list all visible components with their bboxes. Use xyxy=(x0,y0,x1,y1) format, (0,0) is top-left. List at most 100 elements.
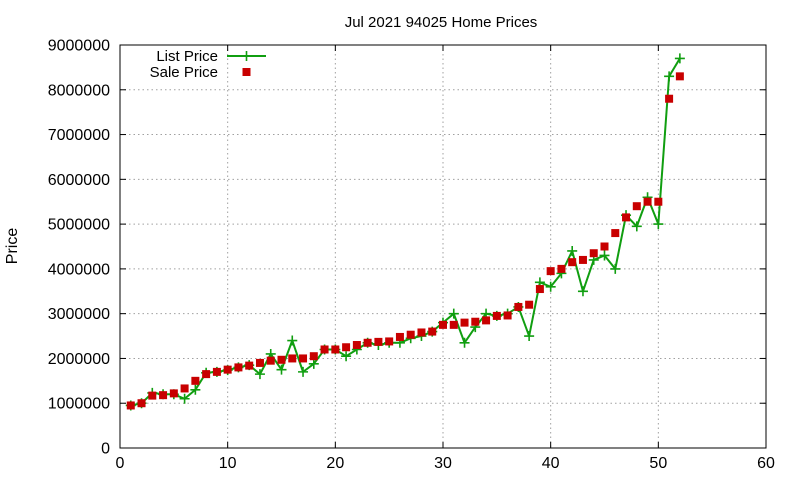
y-tick-label: 9000000 xyxy=(48,38,110,55)
data-point xyxy=(363,338,372,347)
series-list-price xyxy=(125,53,685,411)
data-point xyxy=(180,384,189,393)
data-point xyxy=(202,370,211,379)
data-point xyxy=(448,308,459,319)
data-point xyxy=(460,318,469,327)
data-point xyxy=(352,341,361,350)
x-tick-label: 10 xyxy=(219,455,237,472)
data-point xyxy=(308,358,319,369)
data-point xyxy=(622,213,631,222)
data-point xyxy=(169,389,178,398)
data-point xyxy=(287,335,298,346)
data-point xyxy=(254,369,265,380)
data-point xyxy=(320,345,329,354)
y-tick-label: 6000000 xyxy=(48,172,110,189)
data-point xyxy=(632,202,641,211)
x-tick-label: 60 xyxy=(757,455,775,472)
x-tick-label: 20 xyxy=(326,455,344,472)
data-point xyxy=(299,354,308,363)
y-tick-label: 8000000 xyxy=(48,82,110,99)
legend-swatch-marker xyxy=(242,68,251,76)
series-sale-price xyxy=(126,72,684,410)
data-point xyxy=(385,337,394,346)
y-tick-label: 5000000 xyxy=(48,217,110,234)
data-point xyxy=(589,249,598,258)
data-point xyxy=(492,311,501,320)
data-point xyxy=(600,242,609,251)
data-point xyxy=(395,332,404,341)
data-point xyxy=(159,391,168,400)
data-point xyxy=(675,72,684,81)
data-point xyxy=(524,331,535,342)
x-tick-label: 40 xyxy=(542,455,560,472)
data-point xyxy=(439,320,447,329)
data-point xyxy=(535,285,544,294)
data-point xyxy=(266,356,275,365)
y-tick-label: 7000000 xyxy=(48,127,110,144)
data-point xyxy=(568,258,577,267)
data-point xyxy=(234,363,243,372)
data-point xyxy=(341,351,352,362)
data-point xyxy=(653,219,664,230)
legend-swatch-marker xyxy=(241,51,252,61)
data-point xyxy=(611,229,620,238)
data-point xyxy=(245,361,254,370)
data-point xyxy=(459,337,470,348)
data-point xyxy=(212,367,221,376)
data-point xyxy=(567,245,578,256)
y-tick-label: 1000000 xyxy=(48,396,110,413)
data-point xyxy=(179,393,190,404)
data-point xyxy=(331,345,340,354)
x-tick-label: 30 xyxy=(434,455,452,472)
data-point xyxy=(557,264,566,273)
data-point xyxy=(276,364,287,375)
data-point xyxy=(298,366,309,377)
data-point xyxy=(255,358,264,367)
y-axis-label: Price xyxy=(4,228,21,265)
legend-label: Sale Price xyxy=(150,64,218,81)
data-point xyxy=(428,327,437,336)
data-point xyxy=(664,71,675,82)
chart-title: Jul 2021 94025 Home Prices xyxy=(345,14,538,31)
data-point xyxy=(126,401,135,410)
data-point xyxy=(471,317,480,326)
data-point xyxy=(545,281,556,292)
data-point xyxy=(309,352,318,361)
data-point xyxy=(449,320,458,329)
y-axis-ticks: 0 1000000 2000000 3000000 4000000 5000000 6000… xyxy=(48,38,766,458)
x-axis-ticks: 0 10 20 30 40 50 60 xyxy=(116,45,775,472)
y-tick-label: 4000000 xyxy=(48,261,110,278)
data-point xyxy=(674,53,685,64)
data-point xyxy=(417,328,426,337)
y-tick-label: 0 xyxy=(101,441,110,458)
data-point xyxy=(148,391,157,400)
series-layer xyxy=(125,53,685,411)
data-point xyxy=(288,354,297,363)
data-point xyxy=(406,330,415,339)
data-point xyxy=(223,365,232,374)
data-point xyxy=(342,343,351,352)
data-point xyxy=(190,384,201,395)
data-point xyxy=(482,316,491,325)
data-point xyxy=(643,197,652,206)
data-point xyxy=(137,399,146,408)
list-price-line xyxy=(130,57,681,407)
data-point xyxy=(374,337,383,346)
data-point xyxy=(654,197,663,206)
data-point xyxy=(578,255,587,264)
data-point xyxy=(599,250,610,261)
legend-label: List Price xyxy=(156,48,218,65)
y-tick-label: 2000000 xyxy=(48,351,110,368)
data-point xyxy=(631,221,642,232)
grid-lines xyxy=(120,45,766,448)
x-tick-label: 50 xyxy=(649,455,667,472)
data-point xyxy=(577,286,588,297)
data-point xyxy=(665,94,674,103)
y-tick-label: 3000000 xyxy=(48,306,110,323)
data-point xyxy=(546,267,555,276)
data-point xyxy=(191,376,200,385)
data-point xyxy=(610,263,621,274)
x-tick-label: 0 xyxy=(116,455,125,472)
